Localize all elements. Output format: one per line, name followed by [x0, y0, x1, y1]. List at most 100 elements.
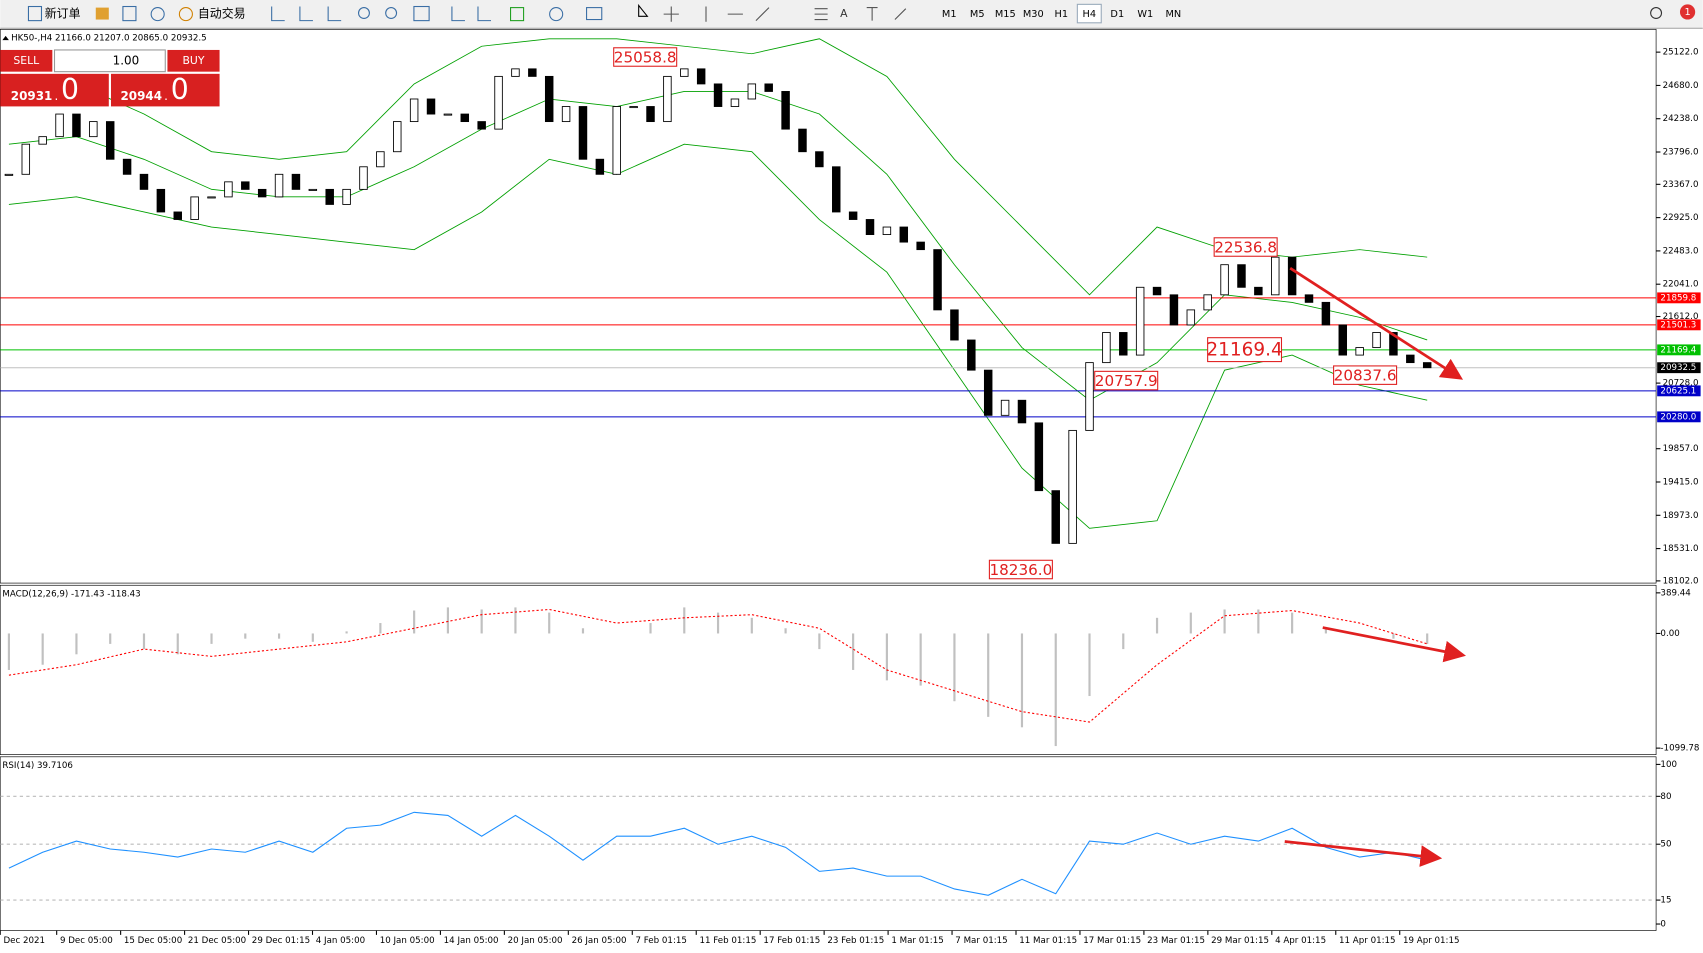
new-order-icon[interactable] [27, 5, 43, 22]
cursor[interactable] [638, 3, 649, 17]
y-tick-label: 15 [1660, 896, 1671, 906]
price-level-label: 20280.0 [1660, 412, 1696, 422]
timeframe-button[interactable]: MN [1165, 9, 1181, 20]
macd-bar [750, 617, 753, 634]
candle-body [865, 219, 875, 236]
candle-body [308, 188, 318, 191]
lots-input[interactable] [53, 49, 166, 73]
macd-bar [1392, 633, 1395, 639]
timeframe-button[interactable]: M15 [995, 9, 1016, 20]
candle-body [1372, 332, 1381, 348]
candle-body [477, 121, 486, 130]
macd-bar [1291, 612, 1294, 634]
price-annotation: 18236.0 [989, 561, 1052, 579]
timeframe-button[interactable]: D1 [1110, 9, 1124, 20]
candle-body [1186, 309, 1196, 326]
buy-price-box[interactable] [110, 73, 220, 107]
candle-body [1422, 362, 1432, 369]
search[interactable] [1650, 7, 1663, 20]
sell-price-box[interactable] [0, 73, 109, 107]
candle-body [713, 83, 723, 107]
price-annotation: 21169.4 [1206, 340, 1282, 361]
zoom-in[interactable] [357, 7, 370, 20]
x-tick-label: 19 Apr 01:15 [1403, 936, 1460, 946]
candle-body [1000, 399, 1010, 416]
toolbar-button[interactable]: 新订单 [45, 6, 81, 21]
icon[interactable] [586, 7, 603, 21]
macd-bar [244, 633, 247, 639]
price-annotation: 20757.9 [1095, 372, 1158, 390]
timeframe-button[interactable]: H4 [1083, 9, 1097, 20]
candle-body [882, 226, 892, 236]
candle-body [359, 166, 368, 190]
candle-body [1338, 324, 1348, 356]
sell-price-big: 0 [61, 73, 79, 106]
sell-label[interactable]: SELL [13, 54, 39, 67]
draw-tools[interactable] [663, 6, 907, 22]
price-annotation-box [988, 559, 1053, 580]
notification-badge[interactable] [1679, 4, 1696, 20]
y-tick-label: 0 [1660, 920, 1666, 930]
icon[interactable] [510, 7, 525, 22]
timeframe-button[interactable]: W1 [1137, 9, 1153, 20]
candle-body [747, 83, 757, 100]
y-tick-label: 50 [1660, 840, 1671, 850]
candle-body [680, 68, 689, 77]
y-tick-label: 22925.0 [1663, 213, 1699, 223]
buy-label[interactable]: BUY [182, 54, 204, 67]
bollinger-band [8, 38, 1428, 296]
candle-body [1220, 264, 1229, 296]
icon[interactable] [413, 5, 430, 22]
icon[interactable] [122, 5, 137, 22]
macd-bar [581, 628, 585, 634]
candle-body [1304, 294, 1314, 303]
price-level-label: 20932.5 [1660, 363, 1696, 373]
timeframe-button[interactable]: H1 [1054, 9, 1068, 20]
macd-bar [277, 633, 281, 639]
zoom-out[interactable] [385, 7, 398, 20]
timeframe-button[interactable]: M5 [970, 9, 985, 20]
indicator-title: RSI(14) 39.7106 [2, 761, 73, 771]
candle-body [257, 188, 267, 198]
macd-panel [0, 584, 1657, 755]
buy-button[interactable] [167, 49, 220, 72]
buy-price: 20944 [120, 89, 162, 103]
x-tick-label: 23 Feb 01:15 [827, 936, 884, 946]
auto-trade-icon[interactable] [178, 7, 193, 22]
icon[interactable] [549, 7, 564, 22]
y-tick-label: 19857.0 [1663, 444, 1699, 454]
candle-body [528, 68, 537, 77]
timeframe-button[interactable]: M30 [1023, 9, 1044, 20]
candle-body [848, 211, 858, 220]
candle-body [646, 106, 655, 123]
candle-body [730, 98, 740, 107]
candle-body [72, 113, 81, 138]
candle-body [781, 91, 790, 130]
y-tick-label: 21612.0 [1663, 312, 1699, 322]
timeframe-button[interactable]: M1 [942, 9, 957, 20]
lots-value[interactable]: 1.00 [113, 53, 140, 67]
y-tick-label: 20728.0 [1663, 379, 1699, 389]
toolbar-button[interactable]: 自动交易 [198, 6, 246, 21]
x-tick-label: 7 Feb 01:15 [636, 936, 687, 946]
macd-bar [7, 633, 10, 670]
x-tick-label: 20 Jan 05:00 [508, 936, 563, 946]
rsi-line [8, 811, 1428, 896]
icon[interactable] [95, 7, 109, 20]
macd-bar [1324, 628, 1327, 634]
y-tick-label: 18102.0 [1663, 576, 1699, 586]
sell-button[interactable] [0, 49, 53, 72]
candle-body [1389, 332, 1398, 356]
macd-bar [1020, 633, 1024, 728]
icon[interactable] [150, 7, 165, 22]
text-tool[interactable]: A [840, 7, 848, 20]
icon[interactable] [271, 6, 492, 22]
x-tick-label: 15 Dec 05:00 [124, 936, 182, 946]
candle-body [1355, 347, 1364, 356]
y-tick-label: 25122.0 [1663, 48, 1699, 58]
candle-body [1152, 286, 1162, 296]
candle-body [967, 339, 976, 371]
price-level-tag [1657, 292, 1701, 304]
macd-bar [1189, 612, 1192, 634]
x-tick-label: 4 Apr 01:15 [1275, 936, 1326, 946]
